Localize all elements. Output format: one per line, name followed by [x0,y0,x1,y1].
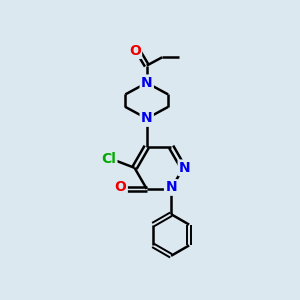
Text: N: N [165,181,177,194]
Text: N: N [179,161,190,175]
Text: Cl: Cl [101,152,116,166]
Text: N: N [141,112,152,125]
Text: N: N [141,76,152,90]
Text: O: O [115,181,127,194]
Text: O: O [129,44,141,58]
